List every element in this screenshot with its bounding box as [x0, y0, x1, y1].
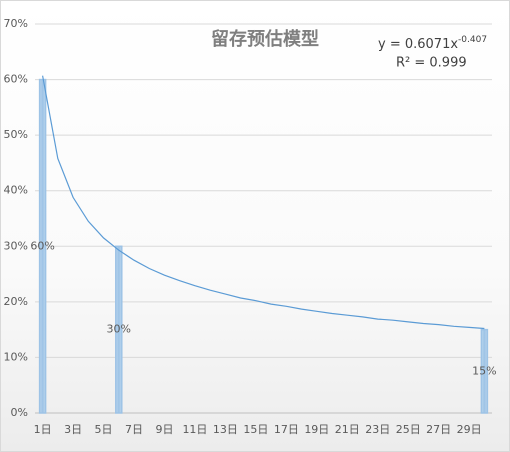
data-label: 15%	[472, 364, 496, 377]
x-tick-label: 27日	[426, 423, 451, 436]
y-tick-label: 60%	[4, 73, 28, 86]
x-tick-label: 1日	[34, 423, 52, 436]
x-tick-label: 21日	[335, 423, 360, 436]
data-label: 30%	[107, 323, 131, 336]
x-tick-label: 19日	[304, 423, 329, 436]
y-tick-label: 10%	[4, 350, 28, 363]
bar	[38, 78, 47, 414]
y-tick-label: 50%	[4, 128, 28, 141]
x-tick-label: 9日	[155, 423, 173, 436]
y-tick-label: 30%	[4, 239, 28, 252]
x-tick-label: 11日	[182, 423, 207, 436]
equation-exponent: -0.407	[458, 35, 487, 45]
x-tick-label: 17日	[274, 423, 299, 436]
y-tick-label: 70%	[4, 17, 28, 30]
equation-base: y = 0.6071x	[378, 37, 458, 52]
y-tick-label: 0%	[11, 406, 28, 419]
chart-title: 留存预估模型	[211, 28, 319, 50]
x-tick-label: 25日	[396, 423, 421, 436]
x-tick-label: 15日	[243, 423, 268, 436]
y-tick-label: 20%	[4, 295, 28, 308]
bar	[480, 328, 489, 414]
x-tick-label: 5日	[95, 423, 113, 436]
x-tick-label: 23日	[365, 423, 390, 436]
x-tick-label: 7日	[125, 423, 143, 436]
x-tick-label: 3日	[64, 423, 82, 436]
x-tick-label: 29日	[457, 423, 482, 436]
data-label: 60%	[30, 239, 54, 252]
y-tick-label: 40%	[4, 184, 28, 197]
r-squared: R² = 0.999	[396, 56, 467, 71]
x-tick-label: 13日	[213, 423, 238, 436]
trendline-equation: y = 0.6071x-0.407	[378, 35, 487, 52]
bar	[115, 245, 123, 414]
trendline	[42, 75, 485, 330]
